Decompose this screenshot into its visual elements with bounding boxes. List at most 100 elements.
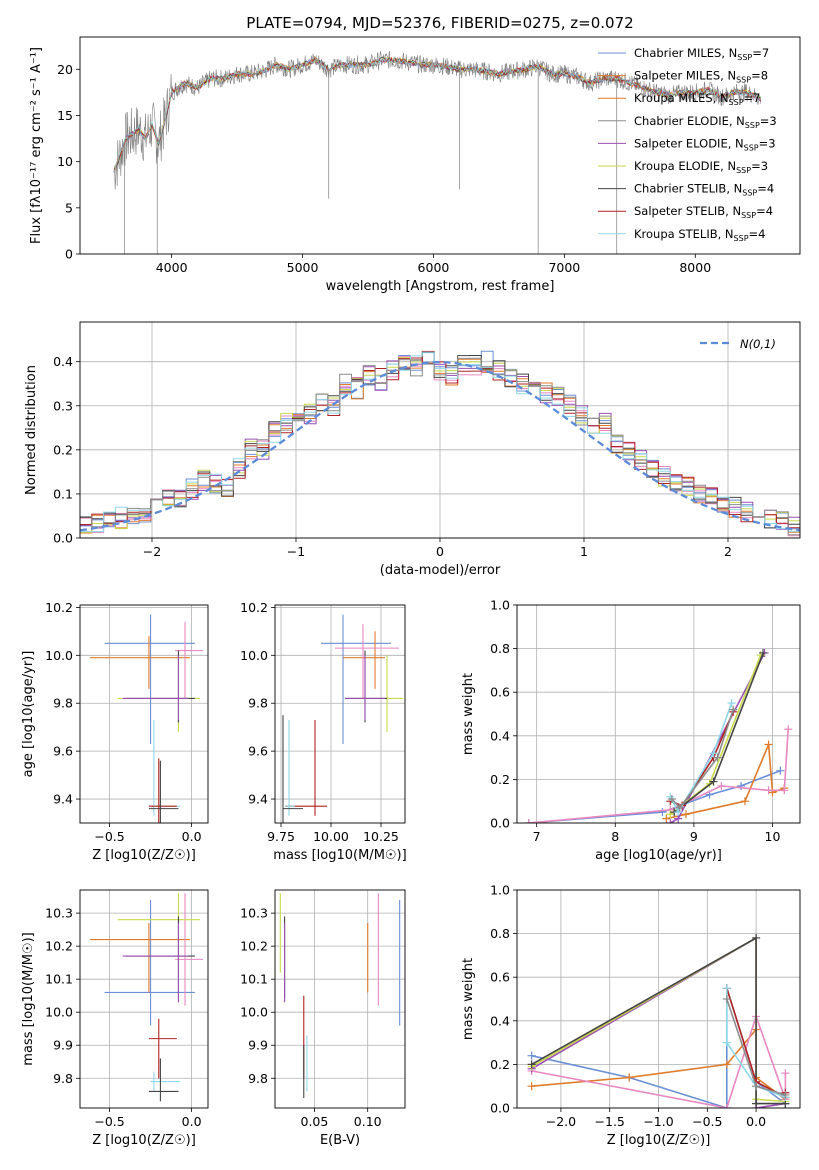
mass-weight-point [784, 725, 793, 734]
y-tick-label: 10.3 [45, 906, 73, 921]
y-tick-label: 0.8 [490, 641, 510, 656]
axes-frame [79, 604, 209, 824]
mass-weight-point [709, 749, 718, 758]
x-axis-label: Z [log10(Z/Z☉)] [607, 1133, 711, 1148]
x-tick-label: 9.75 [267, 829, 295, 844]
x-tick-label: 6000 [418, 260, 450, 275]
panel-age-vs-Z: −0.5 0.0 9.4 9.6 9.8 10.0 10.2 Z [log10(Z/Z☉)] a… [21, 600, 209, 863]
y-axis-label: Normed distribution [24, 365, 39, 495]
grid-lines [275, 605, 405, 823]
axes-frame [516, 889, 801, 1109]
x-tick-label: 10 [765, 829, 781, 844]
y-tick-label: 9.8 [53, 1071, 73, 1086]
mass-weight-line [669, 702, 733, 814]
mass-weight-point [675, 803, 684, 812]
mass-weight-point [717, 781, 726, 790]
mass-weight-point [759, 648, 768, 657]
model-spectrum-line [113, 57, 761, 173]
mass-weight-line [666, 744, 785, 820]
mass-weight-point [737, 781, 746, 790]
x-tick-label: −0.5 [94, 829, 124, 844]
grid-lines [80, 890, 208, 1108]
spectrum-legend: Chabrier MILES, NSSP=7 Salpeter MILES, NS… [598, 46, 777, 243]
plot-area [89, 614, 204, 823]
x-axis-label: (data-model)/error [380, 563, 501, 578]
x-tick-label: −1.0 [643, 1114, 673, 1129]
legend-label: Kroupa ELODIE, NSSP=3 [634, 159, 768, 175]
mass-weight-point [740, 797, 749, 806]
y-tick-label: 10.0 [240, 1005, 268, 1020]
y-tick-label: 10 [57, 154, 73, 169]
y-tick-label: 9.6 [53, 744, 73, 759]
grid-lines [517, 604, 800, 824]
panel-mass-vs-EBV: 0.05 0.10 9.8 9.9 10.0 10.1 10.2 10.3 E(B-V) [240, 889, 406, 1148]
panel-massweight-vs-age: 7 8 9 10 0.0 0.2 0.4 0.6 0.8 1.0 age [log10(age/yr… [461, 598, 801, 863]
y-tick-label: 9.4 [53, 792, 73, 807]
x-tick-label: −2.0 [546, 1114, 576, 1129]
y-tick-label: 1.0 [490, 883, 510, 898]
mass-weight-point [764, 740, 773, 749]
grid-lines [275, 890, 405, 1108]
y-tick-label: 10.2 [240, 939, 268, 954]
mass-weight-point [722, 1060, 731, 1069]
y-tick-label: 0.4 [490, 728, 510, 743]
x-axis-label: wavelength [Angstrom, rest frame] [326, 279, 555, 294]
y-tick-label: 10.2 [240, 600, 268, 615]
mass-weight-point [729, 705, 738, 714]
gaussian-curve [80, 360, 800, 532]
legend-label: Salpeter MILES, NSSP=8 [634, 69, 768, 85]
x-tick-label: 1 [580, 544, 588, 559]
axis-ticks: −2.0 −1.5 −1.0 −0.5 0.0 0.0 0.2 0.4 0.6 0.8 1.0 [490, 883, 766, 1130]
mass-weight-point [727, 699, 736, 708]
plot-area [524, 648, 793, 823]
x-tick-label: 0.0 [182, 1114, 202, 1129]
panel-age-vs-mass: 9.75 10.00 10.25 9.4 9.6 9.8 10.0 10.2 mass [log… [240, 600, 407, 863]
x-tick-label: 0.05 [301, 1114, 329, 1129]
y-tick-label: 0.8 [490, 926, 510, 941]
y-tick-label: 9.9 [53, 1038, 73, 1053]
axis-ticks: −2 −1 0 1 2 0.0 0.1 0.2 0.3 0.4 [53, 354, 732, 559]
plot-area [282, 614, 403, 823]
plot-area [527, 933, 790, 1108]
mass-weight-point [666, 819, 675, 823]
y-tick-label: 9.9 [248, 1038, 268, 1053]
x-tick-label: 0.10 [354, 1114, 382, 1129]
legend-label: Chabrier ELODIE, NSSP=3 [634, 114, 777, 130]
y-tick-label: 0.3 [53, 398, 73, 413]
y-tick-label: 9.8 [248, 1071, 268, 1086]
axis-ticks: −0.5 0.0 9.8 9.9 10.0 10.1 10.2 10.3 [45, 906, 201, 1129]
x-tick-label: 0.0 [746, 1114, 766, 1129]
y-axis-label: mass weight [461, 958, 476, 1040]
x-tick-label: 7 [533, 829, 541, 844]
legend-label: N(0,1) [740, 337, 776, 351]
axes-frame [79, 889, 209, 1109]
axis-ticks: −0.5 0.0 9.4 9.6 9.8 10.0 10.2 [45, 600, 201, 844]
x-axis-label: age [log10(age/yr)] [595, 848, 722, 863]
mass-weight-point [776, 766, 785, 775]
y-tick-label: 0.0 [490, 1101, 510, 1116]
grid-lines [80, 322, 800, 539]
mass-weight-point [667, 795, 676, 804]
x-axis-label: Z [log10(Z/Z☉)] [92, 1133, 196, 1148]
model-spectrum-line [113, 56, 761, 172]
mass-weight-point [713, 753, 722, 762]
panel-massweight-vs-Z: −2.0 −1.5 −1.0 −0.5 0.0 0.0 0.2 0.4 0.6 0.8 1.0 Z [… [461, 883, 801, 1148]
mass-weight-point [781, 1090, 790, 1099]
y-tick-label: 10.2 [45, 600, 73, 615]
mass-weight-point [709, 777, 718, 786]
mass-weight-point [527, 1051, 536, 1060]
x-tick-label: 10.25 [363, 829, 399, 844]
x-tick-label: 2 [724, 544, 732, 559]
x-axis-label: Z [log10(Z/Z☉)] [92, 848, 196, 863]
axis-ticks: 4000 5000 6000 7000 8000 0 5 10 15 20 [57, 62, 711, 275]
mass-weight-point [722, 995, 731, 1003]
y-tick-label: 10.0 [45, 1005, 73, 1020]
grid-lines [80, 605, 208, 823]
y-tick-label: 5 [65, 200, 73, 215]
axes-frame [274, 604, 406, 824]
y-tick-label: 10.2 [45, 939, 73, 954]
plot-area [80, 350, 800, 538]
mass-weight-line [726, 988, 786, 1098]
mass-weight-point [524, 819, 533, 823]
